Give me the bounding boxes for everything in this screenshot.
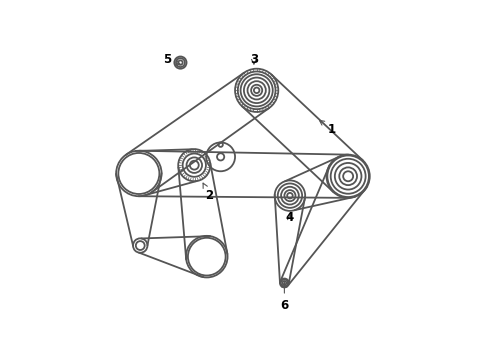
Text: 3: 3 bbox=[250, 53, 258, 66]
Text: 1: 1 bbox=[319, 120, 336, 136]
Text: 4: 4 bbox=[286, 211, 294, 224]
Text: 2: 2 bbox=[203, 183, 214, 202]
Text: 5: 5 bbox=[163, 53, 180, 66]
Text: 6: 6 bbox=[280, 283, 289, 312]
